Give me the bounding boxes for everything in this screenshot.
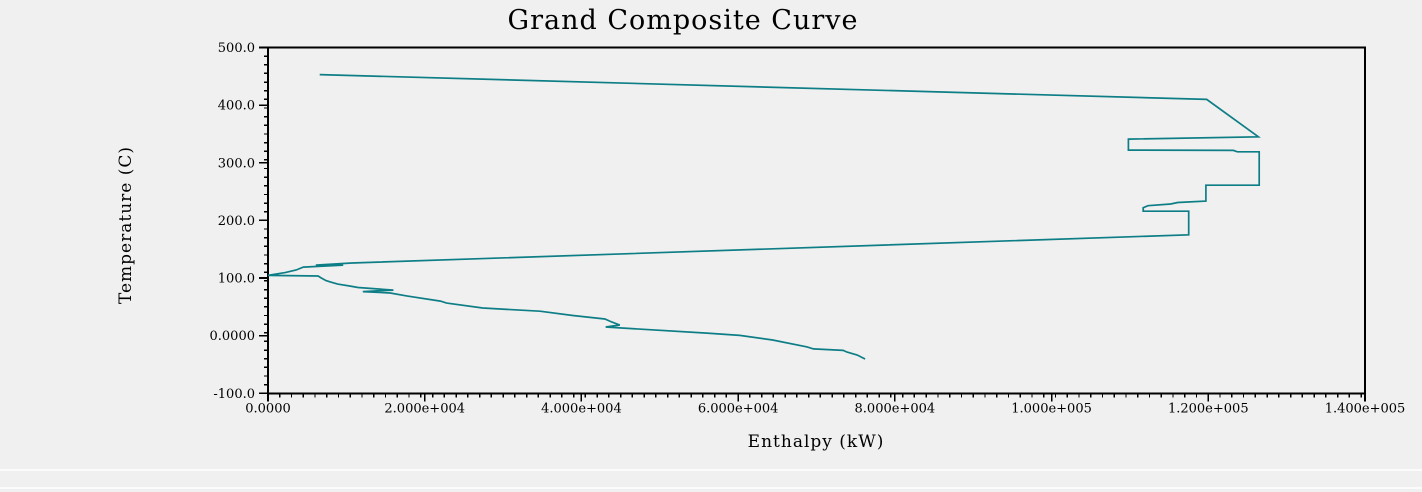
y-tick-label: 400.0 (218, 99, 255, 114)
x-tick-label: 4.000e+004 (541, 401, 622, 416)
y-tick-label: 200.0 (218, 214, 255, 229)
x-tick-label: 8.000e+004 (855, 401, 936, 416)
x-axis-ticks: 0.0000 2.000e+004 4.000e+004 6.000e+004 8.00… (245, 393, 1405, 416)
x-tick-label: 1.200e+005 (1168, 401, 1249, 416)
separator-line-bottom (0, 487, 1422, 489)
x-tick-label: 0.0000 (245, 401, 291, 416)
x-tick-label: 6.000e+004 (698, 401, 779, 416)
y-tick-label: 500.0 (218, 41, 255, 56)
y-tick-label: 0.0000 (210, 329, 256, 344)
separator-line-top (0, 469, 1422, 471)
x-tick-label: 1.400e+005 (1325, 401, 1406, 416)
x-tick-label: 1.000e+005 (1011, 401, 1092, 416)
y-tick-label: -100.0 (213, 387, 255, 402)
y-tick-label: 300.0 (218, 156, 255, 171)
y-tick-label: 100.0 (218, 272, 255, 287)
x-axis-title: Enthalpy (kW) (747, 432, 885, 452)
x-tick-label: 2.000e+004 (384, 401, 465, 416)
gcc-curve (267, 73, 1261, 360)
y-axis-ticks: 500.0 400.0 300.0 200.0 100.0 0.0000 -100.0 (210, 41, 268, 402)
plot-svg: 0.0000 2.000e+004 4.000e+004 6.000e+004 8.00… (210, 41, 1406, 416)
chart-title: Grand Composite Curve (507, 5, 859, 36)
